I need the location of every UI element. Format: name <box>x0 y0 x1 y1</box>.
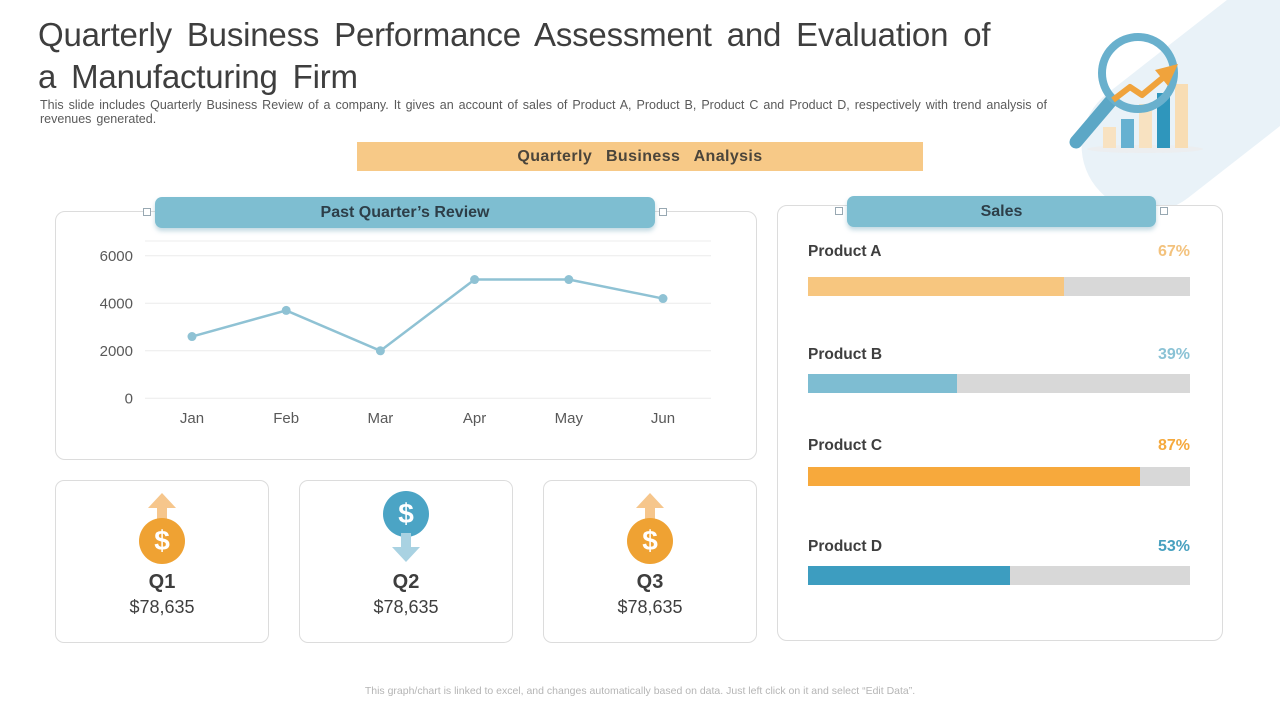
quarter-label: Q1 <box>148 571 176 593</box>
svg-text:$: $ <box>398 498 414 529</box>
line-chart-title: Past Quarter’s Review <box>320 204 490 221</box>
title-line-2: a Manufacturing Firm <box>38 58 358 95</box>
bar-track <box>808 374 1190 393</box>
svg-text:Feb: Feb <box>273 410 299 427</box>
quarter-card-q2[interactable]: $ $ Q2 $78,635 <box>299 480 513 643</box>
line-chart-header[interactable]: Past Quarter’s Review <box>143 197 667 228</box>
svg-text:$: $ <box>642 525 658 556</box>
card-icon-wrap: $ $ <box>300 481 512 565</box>
quarter-card-q3[interactable]: $ $ Q3 $78,635 <box>543 480 757 643</box>
quarter-label: Q3 <box>636 571 664 593</box>
svg-text:6000: 6000 <box>100 248 133 265</box>
sales-chart-header[interactable]: Sales <box>835 196 1168 227</box>
line-chart[interactable]: 0 2000 4000 6000 Jan Feb Mar Apr May Jun <box>55 228 757 460</box>
bar-fill <box>808 374 957 393</box>
sales-row-product-c[interactable]: Product C 87% <box>808 437 1190 486</box>
svg-text:Apr: Apr <box>463 410 486 427</box>
product-percent: 39% <box>1157 346 1190 363</box>
footer-note: This graph/chart is linked to excel, and… <box>364 685 916 697</box>
product-label: Product C <box>808 437 883 454</box>
sales-row-product-a[interactable]: Product A 67% <box>808 243 1190 296</box>
selection-handle-right[interactable] <box>1160 206 1168 215</box>
quarter-label: Q2 <box>392 571 420 593</box>
bar-fill <box>808 467 1141 486</box>
product-percent: 87% <box>1157 437 1190 454</box>
svg-text:Jan: Jan <box>180 410 204 427</box>
quarter-card-q1[interactable]: $ $ Q1 $78,635 <box>55 480 269 643</box>
sales-chart-title: Sales <box>980 203 1023 220</box>
slide-subtitle: This slide includes Quarterly Business R… <box>40 98 1047 126</box>
svg-text:$: $ <box>154 525 170 556</box>
sales-row-product-b[interactable]: Product B 39% <box>808 346 1190 393</box>
magnifier-growth-icon <box>1069 33 1203 153</box>
selection-handle-right[interactable] <box>659 207 667 216</box>
section-banner[interactable]: Quarterly Business Analysis <box>357 142 923 171</box>
card-icon-wrap: $ $ <box>544 481 756 565</box>
quarter-amount: $78,635 <box>617 597 683 617</box>
title-line-1: Quarterly Business Performance Assessmen… <box>38 16 991 53</box>
sales-row-product-d[interactable]: Product D 53% <box>808 538 1190 585</box>
product-percent: 67% <box>1157 243 1190 260</box>
quarter-amount: $78,635 <box>373 597 439 617</box>
bar-fill <box>808 566 1011 585</box>
dollar-up-arrow-icon: $ <box>139 493 185 564</box>
bar-track <box>808 277 1190 296</box>
svg-text:Mar: Mar <box>367 410 393 427</box>
bar-track <box>808 566 1190 585</box>
product-label: Product D <box>808 538 883 555</box>
svg-text:4000: 4000 <box>100 295 133 312</box>
svg-text:0: 0 <box>125 390 133 407</box>
bar-track <box>808 467 1190 486</box>
selection-handle-left[interactable] <box>835 206 843 215</box>
selection-handle-left[interactable] <box>143 207 151 216</box>
product-percent: 53% <box>1157 538 1190 555</box>
quarter-amount: $78,635 <box>129 597 195 617</box>
svg-text:May: May <box>555 410 584 427</box>
svg-text:2000: 2000 <box>100 343 133 360</box>
svg-text:Jun: Jun <box>651 410 675 427</box>
product-label: Product A <box>808 243 882 260</box>
bar-fill <box>808 277 1064 296</box>
page-title: Quarterly Business Performance Assessmen… <box>38 14 1123 98</box>
product-label: Product B <box>808 346 883 363</box>
card-icon-wrap: $ $ <box>56 481 268 565</box>
dollar-up-arrow-icon: $ <box>627 493 673 564</box>
dollar-down-arrow-icon: $ <box>383 491 429 562</box>
